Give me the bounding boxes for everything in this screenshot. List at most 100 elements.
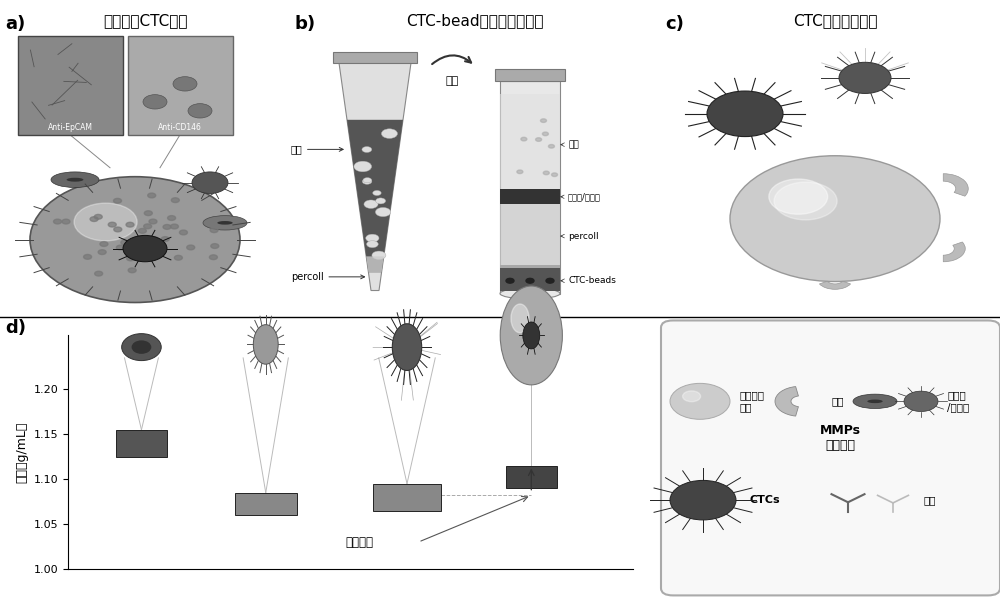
Circle shape (367, 241, 378, 247)
Circle shape (376, 198, 386, 204)
Polygon shape (339, 63, 411, 291)
Circle shape (146, 255, 154, 259)
Ellipse shape (51, 172, 99, 187)
Circle shape (108, 222, 116, 227)
Text: CTCs: CTCs (750, 495, 781, 505)
Text: 红细胞
/白细胞: 红细胞 /白细胞 (947, 390, 969, 413)
Circle shape (375, 207, 391, 217)
Circle shape (373, 190, 381, 195)
Circle shape (542, 132, 548, 135)
Text: 血清: 血清 (561, 140, 579, 149)
Circle shape (114, 227, 122, 232)
Circle shape (552, 173, 558, 177)
Circle shape (134, 243, 142, 247)
Ellipse shape (853, 394, 897, 409)
Text: d): d) (5, 319, 26, 337)
Circle shape (144, 211, 152, 216)
Circle shape (127, 256, 135, 261)
Circle shape (211, 244, 219, 249)
Ellipse shape (132, 340, 151, 354)
Bar (333, 52, 417, 63)
FancyBboxPatch shape (661, 320, 1000, 595)
Ellipse shape (217, 221, 233, 225)
Text: percoll: percoll (291, 272, 365, 282)
Circle shape (506, 279, 514, 283)
Wedge shape (775, 386, 798, 416)
Text: Anti-CD146: Anti-CD146 (158, 123, 202, 132)
Circle shape (121, 240, 129, 245)
Text: b): b) (295, 15, 316, 33)
Circle shape (174, 255, 182, 260)
Circle shape (774, 182, 837, 220)
Circle shape (543, 171, 549, 175)
Circle shape (839, 62, 891, 93)
Circle shape (138, 228, 146, 233)
Bar (116, 429, 167, 456)
Circle shape (372, 251, 386, 259)
Text: Anti-EpCAM: Anti-EpCAM (48, 123, 92, 132)
Ellipse shape (67, 178, 83, 181)
Circle shape (126, 222, 134, 227)
Circle shape (144, 252, 152, 257)
Bar (500, 81, 560, 294)
Text: 双抗加强CTC捕获: 双抗加强CTC捕获 (103, 13, 187, 28)
Ellipse shape (203, 216, 247, 230)
Bar (500, 204, 560, 268)
Bar (373, 484, 441, 510)
Circle shape (151, 237, 159, 242)
Text: 降解明胶: 降解明胶 (825, 439, 855, 452)
Text: 白细胞/红细胞: 白细胞/红细胞 (561, 192, 601, 201)
Circle shape (210, 228, 218, 232)
Text: 离心: 离心 (445, 76, 459, 86)
Circle shape (148, 193, 156, 198)
Bar (500, 189, 560, 204)
Circle shape (362, 147, 372, 153)
Wedge shape (943, 174, 968, 196)
Text: 密度放大: 密度放大 (345, 536, 373, 549)
Circle shape (521, 137, 527, 141)
Circle shape (98, 250, 106, 255)
Circle shape (526, 279, 534, 283)
Bar (235, 492, 297, 515)
Circle shape (511, 304, 529, 332)
Circle shape (116, 245, 124, 250)
Wedge shape (819, 281, 851, 289)
Text: 二氧化砀
微球: 二氧化砀 微球 (740, 390, 765, 413)
Bar (495, 69, 565, 81)
Circle shape (163, 225, 171, 229)
Circle shape (170, 224, 178, 229)
Circle shape (769, 179, 828, 214)
Circle shape (144, 224, 152, 229)
Text: CTC-beads: CTC-beads (561, 276, 616, 285)
Text: 血样: 血样 (290, 144, 343, 155)
Circle shape (364, 200, 378, 208)
Circle shape (188, 104, 212, 118)
Circle shape (114, 198, 122, 203)
Circle shape (548, 144, 554, 148)
Circle shape (95, 271, 103, 276)
Circle shape (179, 230, 187, 235)
Polygon shape (347, 120, 403, 273)
Circle shape (253, 325, 278, 364)
Circle shape (670, 480, 736, 520)
Text: a): a) (5, 15, 25, 33)
Bar (18, 36, 123, 135)
Circle shape (209, 255, 217, 259)
Text: 抗体: 抗体 (924, 495, 936, 505)
Circle shape (143, 95, 167, 109)
Circle shape (392, 323, 422, 370)
Circle shape (546, 279, 554, 283)
Circle shape (904, 391, 938, 412)
Ellipse shape (867, 400, 883, 403)
Text: MMPs: MMPs (820, 424, 860, 437)
Circle shape (683, 391, 701, 402)
Text: CTC-bead从血细胞中分离: CTC-bead从血细胞中分离 (406, 13, 544, 28)
Circle shape (500, 286, 562, 385)
Circle shape (366, 234, 379, 242)
Circle shape (135, 252, 143, 257)
Circle shape (149, 219, 157, 224)
Bar (506, 465, 557, 488)
Circle shape (140, 249, 148, 253)
Circle shape (536, 138, 542, 141)
Circle shape (354, 161, 372, 172)
